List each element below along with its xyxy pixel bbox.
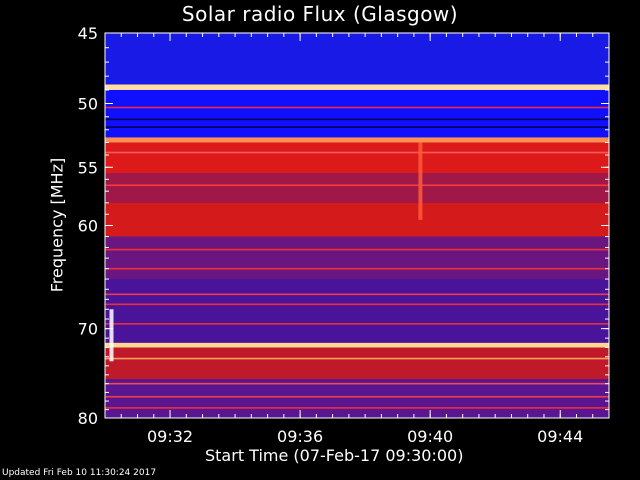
y-tick-label: 55	[78, 158, 98, 177]
frequency-line	[105, 357, 609, 360]
frequency-band	[105, 236, 609, 280]
frequency-band	[105, 342, 609, 348]
axes: 45 50 55 60 70 80 09:32 09:36 09:40 09:44	[78, 24, 610, 446]
frequency-band	[105, 33, 609, 85]
frequency-band	[105, 379, 609, 418]
updated-timestamp: Updated Fri Feb 10 11:30:24 2017	[2, 468, 157, 478]
frequency-band	[105, 279, 609, 343]
frequency-line	[105, 382, 609, 385]
frequency-line	[105, 303, 609, 306]
x-tick-label: 09:36	[277, 427, 323, 446]
y-tick-label: 45	[78, 24, 98, 43]
frequency-band	[105, 137, 609, 143]
chart-title: Solar radio Flux (Glasgow)	[181, 2, 459, 26]
frequency-line	[105, 407, 609, 409]
frequency-line	[105, 126, 609, 128]
frequency-line	[105, 267, 609, 270]
frequency-band	[105, 173, 609, 203]
y-tick-label: 70	[78, 320, 98, 339]
y-axis-label: Frequency [MHz]	[47, 157, 67, 293]
frequency-line	[105, 106, 609, 109]
burst-event	[109, 309, 114, 362]
frequency-band	[105, 142, 609, 174]
frequency-line	[105, 118, 609, 121]
frequency-line	[105, 184, 609, 187]
plot-area	[105, 33, 609, 418]
frequency-line	[105, 395, 609, 398]
frequency-band	[105, 84, 609, 90]
burst-event	[418, 142, 423, 220]
y-tick-label: 50	[78, 95, 98, 114]
frequency-band	[105, 347, 609, 380]
frequency-line	[105, 151, 609, 154]
frequency-line	[105, 293, 609, 296]
x-tick-label: 09:40	[407, 427, 453, 446]
x-axis-label: Start Time (07-Feb-17 09:30:00)	[205, 446, 464, 465]
frequency-band	[105, 89, 609, 138]
frequency-line	[105, 248, 609, 251]
frequency-line	[105, 323, 609, 325]
x-tick-label: 09:44	[537, 427, 583, 446]
y-tick-label: 80	[78, 409, 98, 428]
x-tick-label: 09:32	[147, 427, 193, 446]
y-tick-label: 60	[78, 217, 98, 236]
frequency-band	[105, 202, 609, 237]
